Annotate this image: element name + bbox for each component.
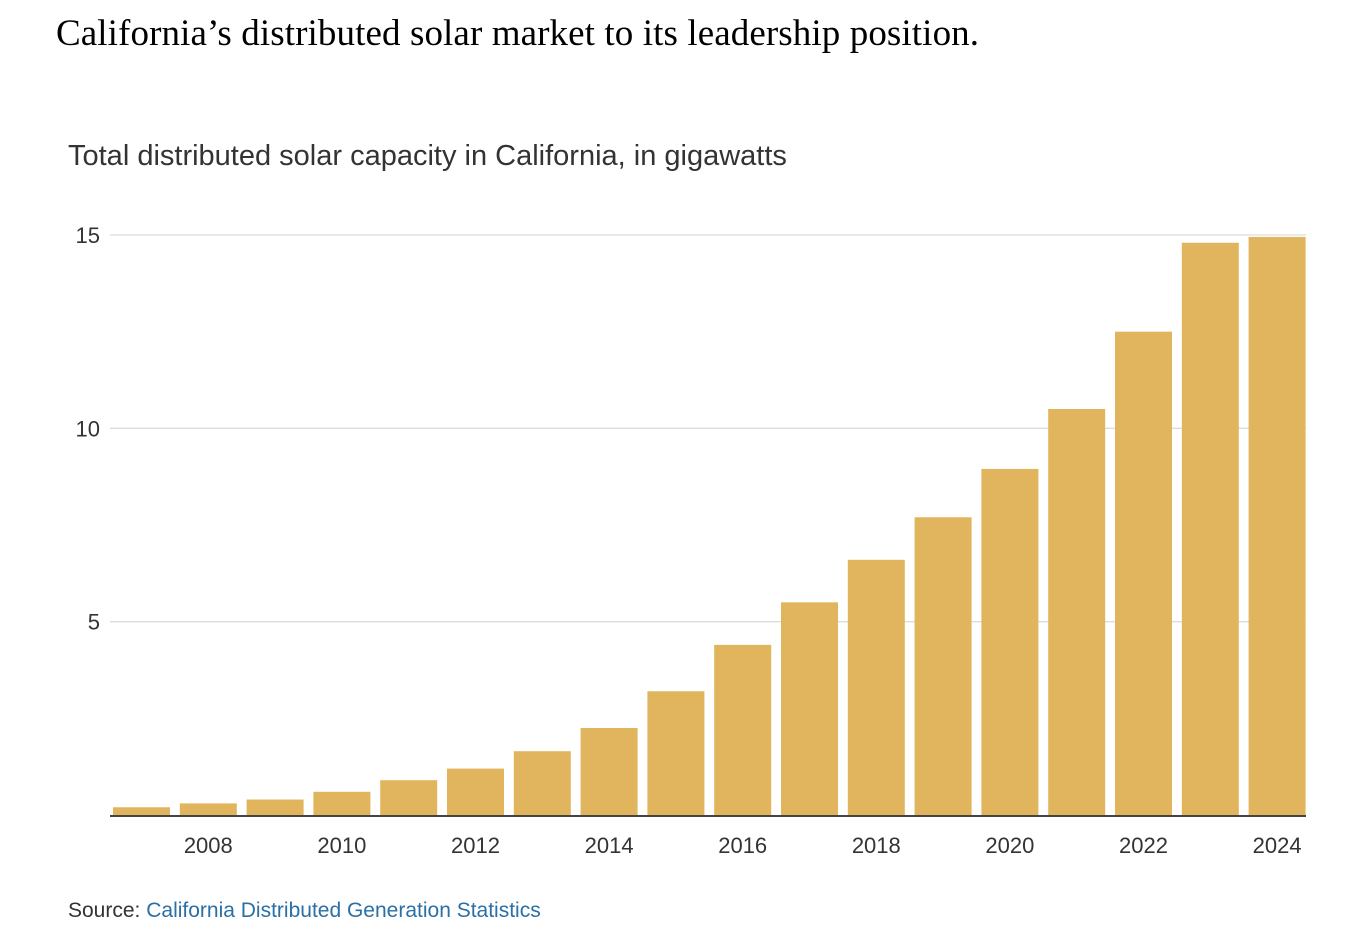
- bar-2012: [447, 768, 504, 815]
- source-label: Source:: [68, 899, 141, 922]
- bar-2015: [647, 691, 705, 815]
- x-axis-ticks: 2008 2010 2012 2014 2016 2018 2020 2022 2024: [184, 833, 1302, 858]
- bar-2022: [1115, 331, 1172, 815]
- bar-2010: [313, 791, 371, 815]
- source-link[interactable]: California Distributed Generation Statis…: [146, 899, 541, 922]
- gridlines: [110, 234, 1306, 623]
- bar-2018: [847, 559, 905, 815]
- y-tick-label: 15: [76, 223, 100, 248]
- x-tick-label: 2020: [985, 833, 1034, 858]
- bar-2008: [179, 803, 237, 815]
- x-tick-label: 2016: [718, 833, 767, 858]
- bar-2016: [714, 644, 772, 815]
- bar-2011: [380, 780, 438, 815]
- x-tick-label: 2008: [184, 833, 233, 858]
- intro-text: California’s distributed solar market to…: [56, 13, 980, 54]
- x-tick-label: 2012: [451, 833, 500, 858]
- y-tick-label: 10: [76, 416, 100, 441]
- x-tick-label: 2014: [585, 833, 634, 858]
- x-tick-label: 2024: [1253, 833, 1302, 858]
- x-tick-label: 2022: [1119, 833, 1168, 858]
- bar-2007: [113, 807, 170, 815]
- bar-2021: [1048, 409, 1106, 815]
- y-axis-ticks: 5 10 15: [76, 223, 100, 635]
- bar-2020: [981, 468, 1039, 815]
- y-tick-label: 5: [88, 610, 100, 635]
- bar-2019: [914, 517, 972, 815]
- bar-2017: [781, 602, 838, 815]
- bar-2013: [513, 751, 571, 815]
- bar-2023: [1181, 242, 1239, 815]
- bar-2009: [246, 799, 304, 815]
- x-tick-label: 2018: [852, 833, 901, 858]
- x-tick-label: 2010: [317, 833, 366, 858]
- source-line: Source: California Distributed Generatio…: [68, 899, 541, 923]
- bar-2014: [580, 728, 638, 815]
- bar-2024: [1248, 236, 1306, 815]
- bars: [113, 236, 1306, 815]
- chart-title: Total distributed solar capacity in Cali…: [68, 140, 787, 172]
